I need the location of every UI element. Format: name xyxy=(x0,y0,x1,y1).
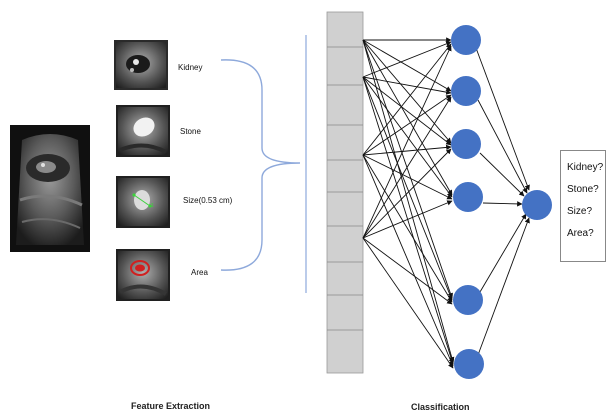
hidden-node xyxy=(453,182,483,212)
kidney-crop-image xyxy=(114,40,168,90)
feature-label-area: Area xyxy=(191,268,208,277)
input-to-hidden-connections xyxy=(362,37,455,369)
hidden-node xyxy=(451,129,481,159)
feature-label-kidney: Kidney xyxy=(178,63,203,72)
stone-crop-image xyxy=(116,105,170,157)
hidden-layer xyxy=(451,25,484,379)
feature-brace xyxy=(220,59,301,271)
hidden-node xyxy=(451,76,481,106)
input-layer xyxy=(326,11,364,374)
output-questions-box: Kidney? Stone? Size? Area? xyxy=(560,150,606,262)
output-question-area: Area? xyxy=(567,228,594,239)
classification-caption: Classification xyxy=(411,402,470,412)
hidden-node xyxy=(453,285,483,315)
feature-label-stone: Stone xyxy=(180,127,201,136)
feature-label-size: Size(0.53 cm) xyxy=(183,196,233,205)
output-question-kidney: Kidney? xyxy=(567,162,604,173)
feature-extraction-caption: Feature Extraction xyxy=(131,401,211,411)
hidden-to-output-connections xyxy=(475,47,530,356)
size-measurement-image: 1 xyxy=(116,176,170,228)
kidney-ultrasound-image xyxy=(10,125,90,252)
output-question-stone: Stone? xyxy=(567,184,599,195)
hidden-node xyxy=(454,349,484,379)
hidden-node xyxy=(451,25,481,55)
svg-text:1: 1 xyxy=(151,203,154,209)
output-node xyxy=(522,190,552,220)
area-segmentation-image xyxy=(116,249,170,301)
output-question-size: Size? xyxy=(567,206,593,217)
